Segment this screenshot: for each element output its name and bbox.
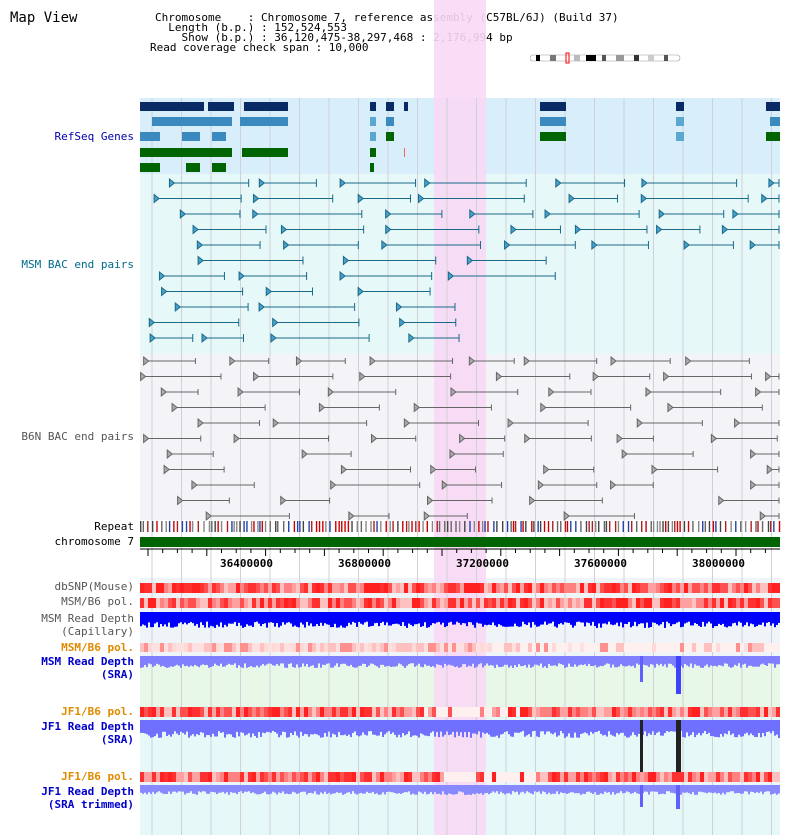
msm-bac-end-pairs-track[interactable]	[148, 177, 780, 344]
chromosome-label: chromosome 7	[54, 535, 134, 548]
msm-read-depth-sra-track[interactable]	[140, 656, 780, 694]
repeat-label[interactable]: Repeat	[94, 520, 134, 533]
jf1-b6-pol-label[interactable]: JF1/B6 pol.	[61, 705, 134, 718]
scale-tick-label: 38000000	[692, 557, 745, 570]
scale-tick-label: 36400000	[220, 557, 273, 570]
refseq-genes-label[interactable]: RefSeq Genes	[54, 130, 134, 143]
b6n-bac-label[interactable]: B6N BAC end pairs	[21, 430, 134, 443]
scale-tick-label: 37200000	[456, 557, 509, 570]
coverage-info: Read coverage check span : 10,000	[150, 41, 369, 54]
jf1-depth-sra-sublabel: (SRA)	[100, 733, 134, 746]
chromosome-bar	[140, 537, 780, 547]
map-view-title: Map View	[10, 10, 78, 26]
msm-depth-sra-label[interactable]: MSM Read Depth	[41, 655, 134, 668]
jf1-b6-pol-track-2[interactable]	[140, 772, 780, 782]
chromosome-ideogram[interactable]	[530, 52, 682, 64]
msm-depth-sra-sublabel: (SRA)	[100, 668, 134, 681]
msm-read-depth-capillary-track[interactable]	[140, 612, 780, 628]
repeat-track[interactable]	[140, 521, 781, 532]
refseq-genes-track[interactable]	[140, 102, 780, 172]
jf1-depth-sra-label[interactable]: JF1 Read Depth	[41, 720, 134, 733]
jf1-b6-pol-track-1[interactable]	[140, 707, 780, 717]
msm-depth-cap-sublabel: (Capillary)	[61, 625, 134, 638]
msm-b6-pol-track-1[interactable]	[140, 598, 780, 608]
jf1-read-depth-sra-track[interactable]	[140, 720, 780, 772]
length-info: Length (b.p.) : 152,524,553	[155, 21, 348, 34]
msm-b6-pol-label[interactable]: MSM/B6 pol.	[61, 595, 134, 608]
dbsnp-label[interactable]: dbSNP(Mouse)	[54, 580, 134, 593]
jf1-depth-trim-sublabel: (SRA trimmed)	[47, 798, 134, 811]
jf1-b6-pol-label-2[interactable]: JF1/B6 pol.	[61, 770, 134, 783]
scale-tick-label: 37600000	[574, 557, 627, 570]
msm-b6-pol-label-2[interactable]: MSM/B6 pol.	[61, 641, 134, 654]
msm-depth-cap-label[interactable]: MSM Read Depth	[41, 612, 134, 625]
jf1-read-depth-trimmed-track[interactable]	[140, 785, 780, 809]
scale-tick-label: 36800000	[338, 557, 391, 570]
jf1-depth-trim-label[interactable]: JF1 Read Depth	[41, 785, 134, 798]
msm-b6-pol-track-2[interactable]	[140, 643, 780, 652]
dbsnp-track[interactable]	[140, 583, 780, 593]
msm-bac-label[interactable]: MSM BAC end pairs	[21, 258, 134, 271]
b6n-bac-end-pairs-track[interactable]	[140, 355, 780, 522]
